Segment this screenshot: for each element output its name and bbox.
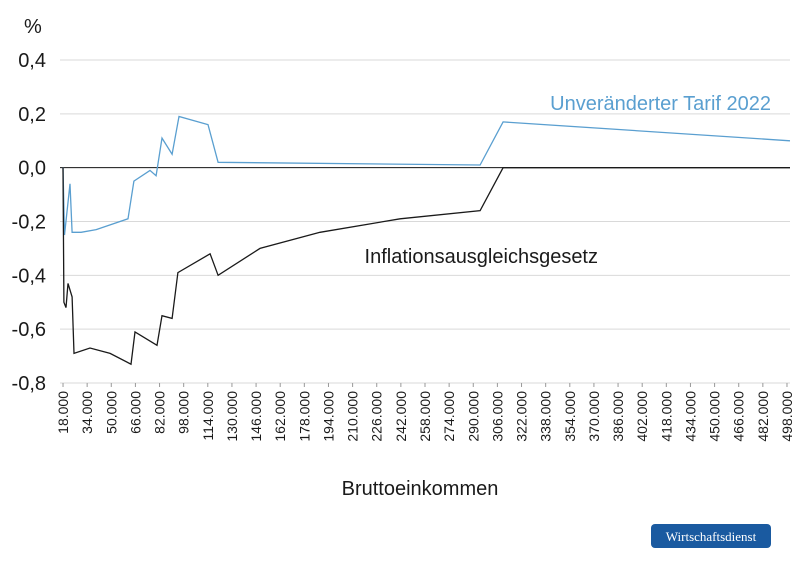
- x-tick-label: 178.000: [296, 391, 312, 442]
- x-tick-label: 466.000: [731, 391, 747, 442]
- x-tick-label: 322.000: [514, 391, 530, 442]
- x-tick-label: 242.000: [393, 391, 409, 442]
- badge: Wirtschaftsdienst: [666, 529, 757, 544]
- x-tick-label: 114.000: [200, 391, 216, 441]
- x-tick-label: 98.000: [176, 391, 192, 434]
- series-line: [62, 167, 790, 366]
- x-tick-label: 402.000: [634, 391, 650, 442]
- x-tick-label: 338.000: [538, 391, 554, 442]
- y-tick-label: -0,8: [12, 373, 46, 395]
- x-tick-label: 130.000: [224, 391, 240, 442]
- badge-box: [651, 524, 771, 548]
- y-tick-label: -0,4: [12, 265, 46, 287]
- x-tick-label: 210.000: [345, 391, 361, 442]
- x-tick-label: 226.000: [369, 391, 385, 442]
- x-tick-label: 370.000: [586, 391, 602, 442]
- y-tick-label: 0,4: [18, 50, 46, 72]
- x-tick-label: 162.000: [272, 391, 288, 442]
- series-line: [62, 115, 791, 236]
- x-tick-label: 386.000: [610, 391, 626, 442]
- x-tick-label: 450.000: [707, 391, 723, 442]
- x-axis-label: Bruttoeinkommen: [342, 478, 499, 500]
- x-tick-label: 66.000: [127, 391, 143, 434]
- x-tick-label: 306.000: [489, 391, 505, 442]
- series-label: Inflationsausgleichsgesetz: [365, 246, 598, 268]
- x-tick-label: 146.000: [248, 391, 264, 442]
- x-tick-label: 274.000: [441, 391, 457, 442]
- x-tick-label: 18.000: [55, 391, 71, 434]
- y-tick-label: 0,0: [18, 158, 46, 180]
- x-tick-label: 34.000: [79, 391, 95, 434]
- x-tick-label: 354.000: [562, 391, 578, 442]
- x-tick-label: 482.000: [755, 391, 771, 442]
- series-label: Unveränderter Tarif 2022: [550, 93, 771, 115]
- x-tick-label: 290.000: [465, 391, 481, 442]
- x-tick-label: 82.000: [152, 391, 168, 434]
- x-tick-label: 194.000: [320, 391, 336, 442]
- y-tick-label: -0,6: [12, 319, 46, 341]
- x-tick-label: 418.000: [658, 391, 674, 442]
- y-tick-label: 0,2: [18, 104, 46, 126]
- x-tick-label: 50.000: [103, 391, 119, 434]
- x-tick-label: 498.000: [779, 391, 795, 442]
- x-tick-label: 434.000: [682, 391, 698, 442]
- x-tick-label: 258.000: [417, 391, 433, 442]
- y-tick-label: -0,2: [12, 212, 46, 234]
- y-axis-label: %: [24, 16, 42, 38]
